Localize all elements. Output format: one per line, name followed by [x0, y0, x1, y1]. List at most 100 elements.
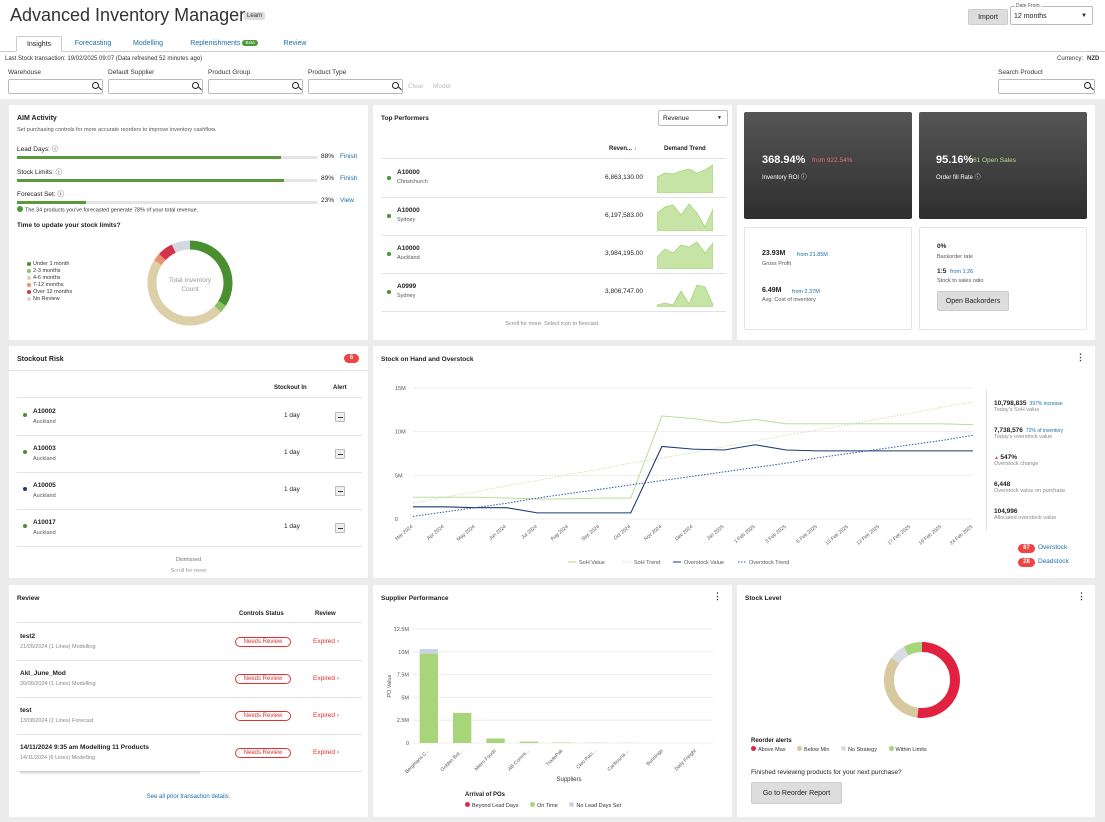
tab-forecasting[interactable]: Forecasting [74, 40, 112, 47]
soh-stat-value: 547% [1000, 454, 1017, 461]
tab-replenishments[interactable]: Replenishments Beta [184, 36, 264, 52]
date-from-select[interactable]: Date From 12 months ▼ [1010, 3, 1093, 25]
dismissed-link[interactable]: Dismissed [175, 557, 202, 563]
donut-slice[interactable] [917, 642, 960, 718]
donut-slice[interactable] [891, 646, 909, 664]
overstock-link[interactable]: Overstock [1038, 544, 1068, 551]
top-performer-row[interactable]: A0999 Sydney 3,806,747.00 [381, 273, 726, 311]
review-row[interactable]: test2 21/05/2024 (1 Lines) Modelling Needs… [17, 623, 362, 660]
reorder-report-button[interactable]: Go to Reorder Report [751, 782, 842, 804]
needs-review-badge: Needs Review [235, 711, 291, 721]
demand-trend-sparkline[interactable] [657, 163, 713, 193]
demand-trend-sparkline[interactable] [657, 277, 713, 307]
bar[interactable] [419, 649, 438, 654]
legend-label: Below Min [804, 746, 830, 753]
expired-link[interactable]: Expired › [313, 638, 339, 645]
expired-link[interactable]: Expired › [313, 712, 339, 719]
col-revenue-label: Reven... [609, 146, 633, 152]
more-options-icon[interactable]: ⋮ [1077, 591, 1086, 601]
donut-slice[interactable] [154, 253, 166, 266]
soh-stat-value: 7,738,576 [994, 427, 1023, 434]
x-tick-label: Golden Bot... [440, 748, 465, 773]
see-all-transactions-link[interactable]: See all prior transaction details. [146, 794, 231, 800]
donut-slice[interactable] [159, 244, 176, 261]
learn-badge[interactable]: Learn [244, 12, 266, 20]
dismiss-alert-button[interactable] [335, 523, 345, 533]
dismiss-alert-button[interactable] [335, 486, 345, 496]
warehouse-input[interactable] [8, 79, 103, 94]
legend-below-min: Below Min [797, 746, 830, 753]
tab-insights[interactable]: Insights [16, 36, 62, 52]
soh-stat-label: Today's overstock value [994, 434, 1053, 440]
clear-link[interactable]: Clear [408, 83, 424, 90]
type-input[interactable] [308, 79, 403, 94]
expired-link[interactable]: Expired › [313, 749, 339, 756]
dismiss-alert-button[interactable] [335, 449, 345, 459]
expired-link[interactable]: Expired › [313, 675, 339, 682]
bar[interactable] [453, 712, 472, 743]
stock-limits-bar [17, 179, 317, 182]
series-line[interactable] [412, 434, 974, 517]
tab-review[interactable]: Review [283, 40, 307, 47]
stock-limits-finish-link[interactable]: Finish [340, 175, 358, 182]
performer-revenue: 3,806,747.00 [605, 288, 643, 295]
search-product-input[interactable] [998, 79, 1095, 94]
stockout-row[interactable]: A10017 Auckland 1 day [17, 509, 362, 546]
group-input[interactable] [208, 79, 303, 94]
import-button[interactable]: Import [968, 9, 1008, 25]
more-options-icon[interactable]: ⋮ [1076, 352, 1085, 362]
model-link[interactable]: Model [433, 83, 451, 90]
legend-label: Beyond Lead Days [472, 802, 519, 809]
tab-bar: Insights Forecasting Modelling Replenish… [0, 36, 1105, 52]
stockout-location: Auckland [33, 456, 56, 462]
donut-slice[interactable] [903, 642, 923, 656]
top-performer-row[interactable]: A10000 Sydney 6,197,583.00 [381, 197, 726, 235]
donut-slice[interactable] [189, 240, 233, 306]
stockout-row[interactable]: A10002 Auckland 1 day [17, 398, 362, 435]
bar[interactable] [419, 653, 438, 743]
review-row[interactable]: Akl_June_Mod 20/06/2024 (1 Lines) Modelli… [17, 660, 362, 697]
chevron-down-icon: ▼ [717, 115, 722, 121]
stockout-row[interactable]: A10003 Auckland 1 day [17, 435, 362, 472]
tab-modelling[interactable]: Modelling [133, 40, 163, 47]
lead-days-finish-link[interactable]: Finish [340, 153, 358, 160]
bar[interactable] [519, 741, 538, 743]
supplier-input[interactable] [108, 79, 203, 94]
x-axis-label: Suppliers [556, 777, 581, 783]
donut-slice[interactable] [171, 240, 191, 253]
donut-slice[interactable] [884, 657, 919, 718]
series-line[interactable] [413, 444, 973, 514]
currency-label: Currency: [1057, 56, 1084, 62]
review-row[interactable]: test 13/08/2024 (1 Lines) Forecast Needs R… [17, 697, 362, 734]
divider [381, 197, 726, 198]
revenue-select[interactable]: Revenue ▼ [658, 110, 728, 126]
series-line[interactable] [413, 415, 974, 500]
y-tick-label: 10M [395, 430, 406, 436]
dismiss-alert-button[interactable] [335, 412, 345, 422]
donut-slice[interactable] [147, 260, 221, 326]
donut-slice[interactable] [214, 300, 226, 313]
stockout-sku: A10017 [33, 519, 56, 526]
gross-profit-from: from 21.85M [797, 252, 828, 258]
soh-stat: 6,448 Overstock value on purchase [994, 481, 1094, 494]
legend-label: Above Max [758, 746, 786, 753]
review-row[interactable]: 14/11/2024 9:35 am Modelling 11 Products… [17, 734, 362, 771]
forecast-set-view-link[interactable]: View [340, 197, 354, 204]
demand-trend-sparkline[interactable] [657, 239, 713, 269]
bar[interactable] [486, 738, 505, 743]
legend-7-12-months: 7-12 months [27, 282, 72, 289]
top-performer-row[interactable]: A10000 Auckland 3,984,195.00 [381, 235, 726, 273]
forecast-note-text: The 34 products you've forecasted genera… [25, 207, 199, 214]
soh-stat-extra: 72% of inventory [1025, 428, 1064, 434]
deadstock-link[interactable]: Deadstock [1038, 558, 1069, 565]
legend-no-strategy: No Strategy [840, 746, 877, 753]
col-revenue[interactable]: Reven... ↓ [609, 146, 637, 152]
stockout-location: Auckland [33, 493, 56, 499]
top-performer-row[interactable]: A10000 Christchurch 6,863,130.00 [381, 159, 726, 197]
series-line[interactable] [412, 401, 974, 504]
stockout-row[interactable]: A10005 Auckland 1 day [17, 472, 362, 509]
open-backorders-button[interactable]: Open Backorders [937, 291, 1009, 311]
demand-trend-sparkline[interactable] [657, 201, 713, 231]
more-options-icon[interactable]: ⋮ [713, 591, 722, 601]
age-legend: Under 1 month 2-3 months 4-6 months 7-12… [27, 261, 72, 303]
